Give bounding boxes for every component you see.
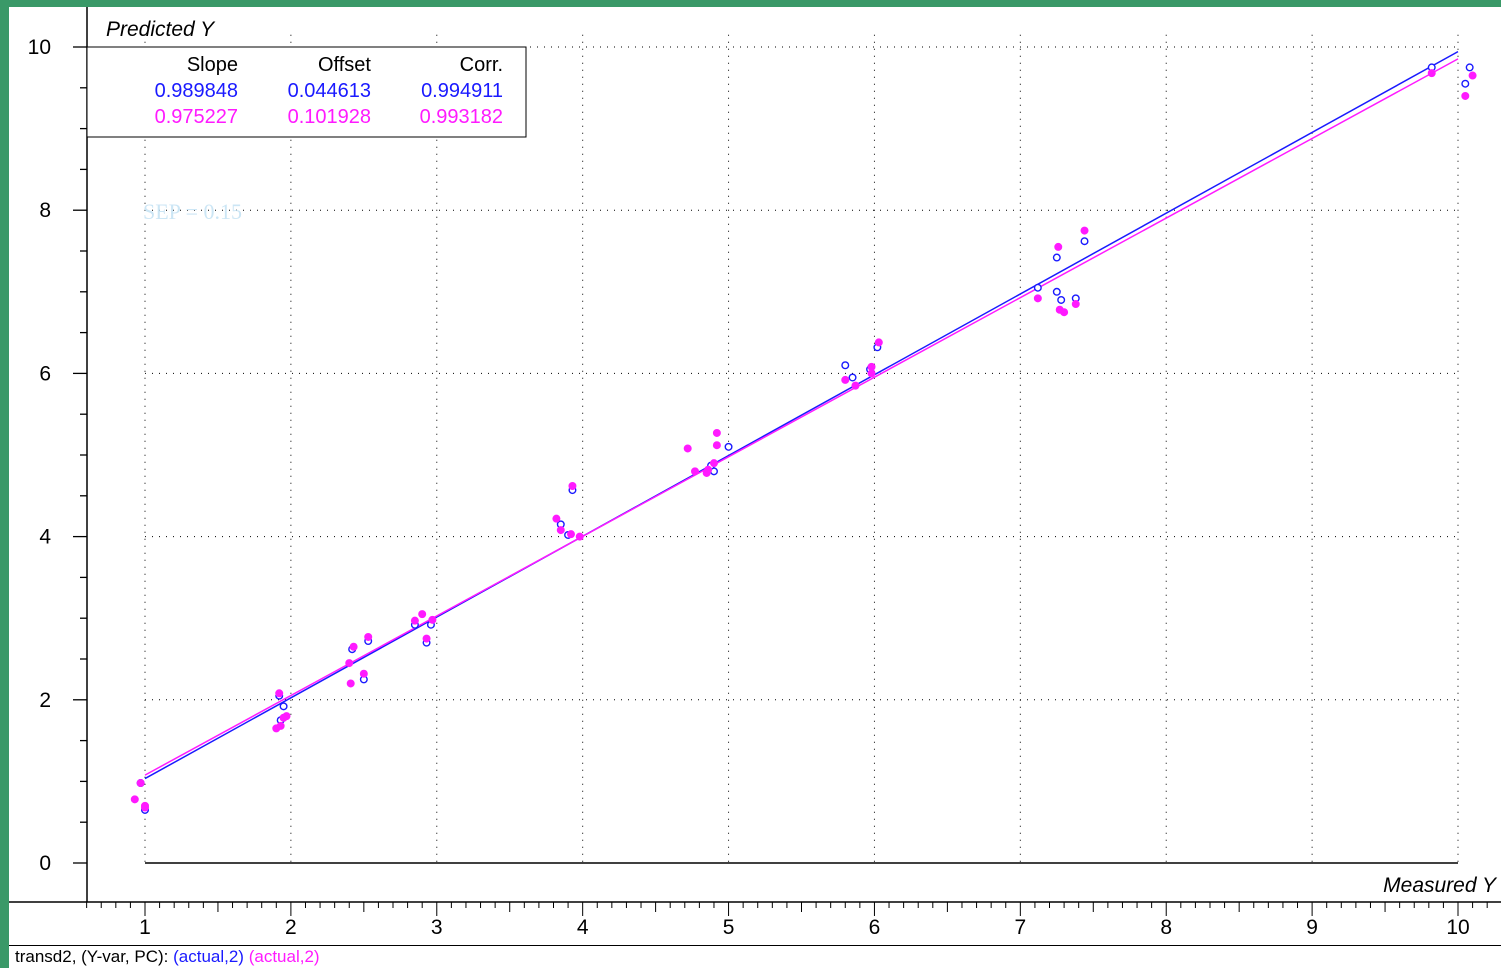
data-point-series-1	[1057, 295, 1066, 304]
data-point-series-2	[1071, 300, 1080, 309]
x-tick-label-3: 3	[431, 916, 443, 939]
y-tick-label-0: 0	[39, 852, 51, 875]
data-point-series-2	[422, 634, 431, 643]
y-tick-label-8: 8	[39, 199, 51, 222]
data-point-series-2	[349, 642, 358, 651]
data-point-series-2	[1427, 69, 1436, 78]
data-point-series-1	[848, 373, 857, 382]
stats-header-slope: Slope	[187, 54, 238, 76]
data-point-series-2	[1080, 226, 1089, 235]
data-point-series-2	[691, 467, 700, 476]
data-point-series-2	[136, 779, 145, 788]
fit-line-series-1	[144, 50, 1459, 780]
x-tick-label-10: 10	[1446, 916, 1469, 939]
stats-row2-corr: 0.993182	[420, 106, 503, 128]
data-point-series-1	[1465, 63, 1474, 72]
y-tick-label-4: 4	[39, 526, 51, 549]
y-axis-title: Predicted Y	[106, 18, 216, 41]
axes	[9, 7, 1501, 903]
y-tick-label-6: 6	[39, 362, 51, 385]
data-point-series-1	[724, 442, 733, 451]
data-point-series-1	[1052, 287, 1061, 296]
data-point-series-2	[867, 369, 876, 378]
data-point-series-2	[282, 712, 291, 721]
data-point-series-2	[140, 803, 149, 812]
data-point-series-2	[1461, 91, 1470, 100]
data-point-series-2	[359, 669, 368, 678]
status-prefix: transd2, (Y-var, PC):	[15, 947, 169, 966]
x-tick-label-7: 7	[1014, 916, 1026, 939]
status-bar: transd2, (Y-var, PC): (actual,2) (actual…	[9, 945, 1501, 968]
stats-row1-offset: 0.044613	[288, 80, 371, 102]
x-tick-label-5: 5	[723, 916, 735, 939]
data-point-series-2	[130, 795, 139, 804]
x-tick-label-2: 2	[285, 916, 297, 939]
fit-lines	[144, 50, 1459, 780]
stats-header-corr: Corr.	[460, 54, 503, 76]
data-point-series-2	[575, 532, 584, 541]
stats-row1-corr: 0.994911	[421, 80, 503, 102]
data-point-series-2	[418, 610, 427, 619]
data-point-series-2	[364, 632, 373, 641]
data-point-series-2	[552, 514, 561, 523]
data-point-series-2	[1468, 71, 1477, 80]
y-tick-label-2: 2	[39, 689, 51, 712]
data-point-series-2	[709, 459, 718, 468]
y-tick-label-10: 10	[28, 36, 51, 59]
x-tick-label-6: 6	[869, 916, 881, 939]
data-point-series-2	[276, 721, 285, 730]
sep-annotation: SEP = 0.15	[143, 199, 242, 224]
data-point-series-2	[874, 338, 883, 347]
data-point-series-2	[556, 526, 565, 535]
grid	[144, 34, 1459, 863]
data-point-series-2	[345, 659, 354, 668]
plot-window: 0 2 4 6 8 10 1 2 3 4 5 6 7 8 9 10 Predicted Y Measured …	[9, 7, 1501, 968]
data-point-series-2	[1054, 242, 1063, 251]
data-points[interactable]	[130, 63, 1477, 814]
data-point-series-2	[851, 381, 860, 390]
x-tick-label-9: 9	[1306, 916, 1318, 939]
data-point-series-2	[1060, 308, 1069, 317]
x-tick-label-4: 4	[577, 916, 589, 939]
stats-row1-slope: 0.989848	[155, 80, 238, 102]
data-point-series-1	[1461, 79, 1470, 88]
data-point-series-2	[346, 679, 355, 688]
data-point-series-2	[428, 615, 437, 624]
data-point-series-1	[279, 702, 288, 711]
x-tick-label-1: 1	[139, 916, 151, 939]
stats-row2-slope: 0.975227	[155, 106, 238, 128]
data-point-series-2	[704, 465, 713, 474]
data-point-series-1	[841, 361, 850, 370]
stats-legend-box: Slope Offset Corr. 0.989848 0.044613 0.9…	[86, 46, 527, 138]
stats-row2-offset: 0.101928	[288, 106, 371, 128]
status-series-2[interactable]: (actual,2)	[248, 947, 320, 966]
fit-line-series-2	[144, 58, 1459, 776]
x-tick-label-8: 8	[1160, 916, 1172, 939]
data-point-series-1	[1033, 283, 1042, 292]
data-point-series-2	[867, 362, 876, 371]
data-point-series-1	[1080, 237, 1089, 246]
data-point-series-1	[1052, 253, 1061, 262]
data-point-series-2	[410, 616, 419, 625]
data-point-series-2	[275, 689, 284, 698]
data-point-series-2	[568, 482, 577, 491]
data-point-series-2	[712, 441, 721, 450]
status-series-1[interactable]: (actual,2)	[173, 947, 244, 966]
data-point-series-2	[683, 444, 692, 453]
stats-header-offset: Offset	[318, 54, 371, 76]
data-point-series-2	[1033, 294, 1042, 303]
data-point-series-2	[841, 375, 850, 384]
data-point-series-2	[566, 530, 575, 539]
data-point-series-2	[712, 428, 721, 437]
x-axis-title: Measured Y	[1383, 874, 1498, 897]
